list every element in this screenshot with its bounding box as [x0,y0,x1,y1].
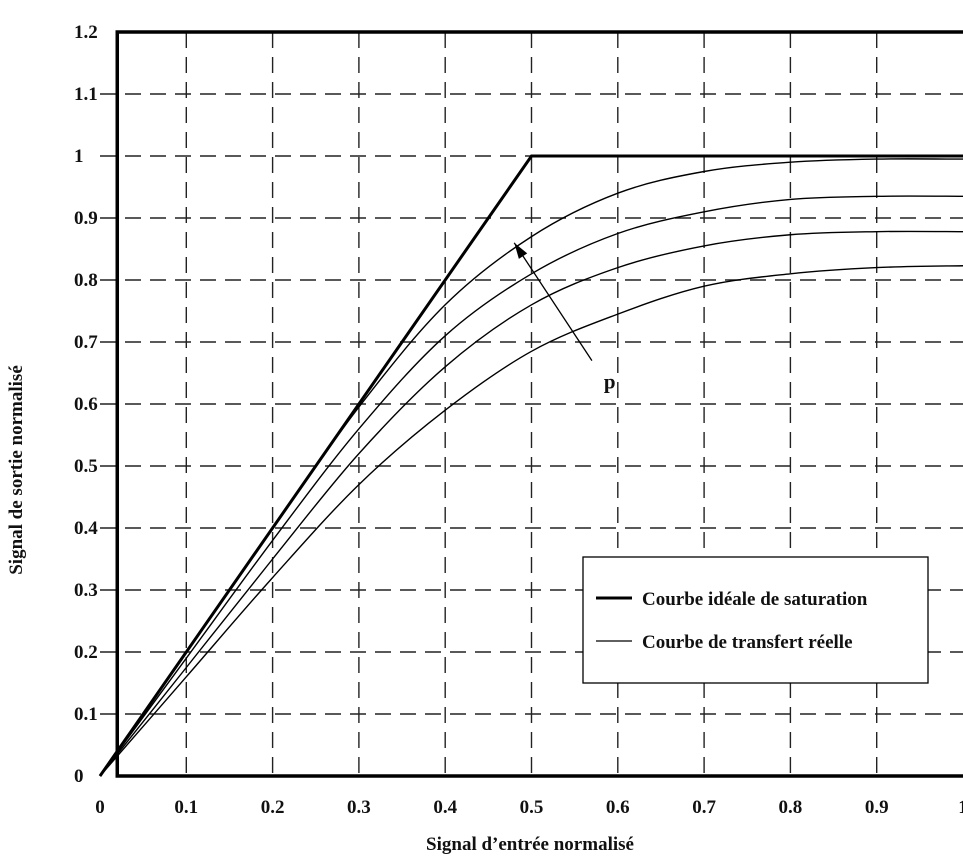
p-annotation: p [513,242,616,394]
y-tick-label-9: 0.9 [74,208,98,229]
x-tick-label-7: 0.7 [692,797,716,818]
y-tick-label-11: 1.1 [74,84,98,105]
x-tick-label-2: 0.2 [261,797,285,818]
x-tick-label-1: 0.1 [174,797,198,818]
plot-frame [115,30,963,778]
x-tick-label-5: 0.5 [520,797,544,818]
y-tick-label-12: 1.2 [74,22,98,43]
y-tick-label-2: 0.2 [74,642,98,663]
y-tick-label-10: 1 [74,146,84,167]
tick-labels: 0 0.1 0.2 0.3 0.4 0.5 0.6 0.7 0.8 0.9 1 0 0.1 0.2 0.3 0… [74,22,963,818]
y-tick-label-4: 0.4 [74,518,98,539]
x-axis-label: Signal d’entrée normalisé [426,834,634,855]
legend-entry-real: Courbe de transfert réelle [642,632,853,653]
series-group [98,154,963,777]
legend: Courbe idéale de saturation Courbe de tr… [582,556,929,684]
legend-box [582,556,929,684]
y-tick-label-6: 0.6 [74,394,98,415]
transfer-curve-2 [99,195,963,777]
transfer-curve-4 [99,265,963,777]
p-arrow-line [513,242,593,361]
x-tick-label-3: 0.3 [347,797,371,818]
x-tick-label-0: 0 [95,797,105,818]
y-tick-label-7: 0.7 [74,332,98,353]
y-tick-label-0: 0 [74,766,84,787]
x-tick-label-6: 0.6 [606,797,630,818]
y-tick-label-1: 0.1 [74,704,98,725]
y-tick-label-8: 0.8 [74,270,98,291]
transfer-curve-1 [99,158,963,777]
p-label: p [604,370,616,394]
x-tick-label-9: 0.9 [865,797,889,818]
x-tick-label-8: 0.8 [779,797,803,818]
y-axis-label: Signal de sortie normalisé [6,365,27,575]
x-tick-label-10: 1 [958,797,963,818]
y-tick-label-3: 0.3 [74,580,98,601]
legend-entry-ideal: Courbe idéale de saturation [642,589,868,610]
y-tick-label-5: 0.5 [74,456,98,477]
p-arrow-head [514,242,528,259]
transfer-curve-3 [99,230,963,777]
x-tick-label-4: 0.4 [433,797,457,818]
